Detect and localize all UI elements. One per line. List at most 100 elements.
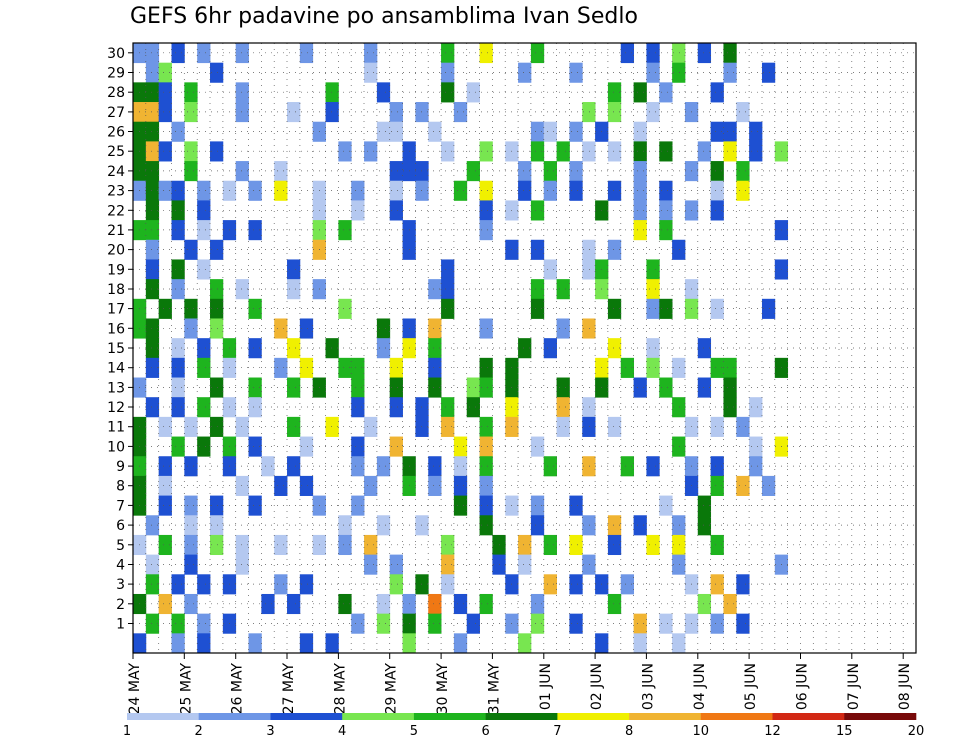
heatmap-cell <box>145 338 160 359</box>
heatmap-cell <box>672 43 686 64</box>
heatmap-cell <box>428 475 442 496</box>
heatmap-cell <box>197 357 211 378</box>
colorbar-swatch <box>700 713 773 720</box>
heatmap-cell <box>158 102 172 123</box>
heatmap-cell <box>697 377 712 398</box>
heatmap-cell <box>210 377 224 398</box>
heatmap-cell <box>158 593 172 615</box>
heatmap-cell <box>376 121 391 142</box>
heatmap-cell <box>287 377 301 398</box>
y-tick-label: 10 <box>107 439 125 455</box>
heatmap-cell <box>607 593 622 615</box>
heatmap-cell <box>556 377 570 398</box>
heatmap-cell <box>145 180 160 201</box>
heatmap-cell <box>582 416 596 437</box>
heatmap-cell <box>672 633 686 654</box>
heatmap-cell <box>659 377 673 398</box>
heatmap-cell <box>582 259 596 280</box>
heatmap-cell <box>736 475 750 496</box>
heatmap-cell <box>582 554 596 575</box>
heatmap-cell <box>287 279 301 300</box>
heatmap-cell <box>145 82 160 103</box>
colorbar-swatch <box>413 713 486 720</box>
heatmap-cell <box>479 495 493 516</box>
y-tick-label: 23 <box>107 184 125 200</box>
heatmap-cell <box>158 416 172 437</box>
heatmap-cell <box>274 161 288 182</box>
x-tick-label: 24 MAY <box>127 663 143 715</box>
heatmap-cell <box>466 377 480 398</box>
heatmap-cell <box>415 416 429 437</box>
heatmap-cell <box>145 200 160 221</box>
colorbar-label: 5 <box>410 724 418 739</box>
heatmap-cell <box>607 416 622 437</box>
heatmap-cell <box>646 357 660 378</box>
heatmap-cell <box>274 180 288 201</box>
heatmap-cell <box>145 259 160 280</box>
heatmap-cell <box>530 613 545 634</box>
colorbar-label: 15 <box>836 724 853 739</box>
heatmap-cell <box>299 43 314 64</box>
heatmap-cell <box>543 338 557 359</box>
heatmap-cell <box>672 554 686 575</box>
heatmap-cell <box>479 318 493 339</box>
heatmap-cell <box>697 593 712 615</box>
heatmap-cell <box>441 279 455 300</box>
heatmap-cell <box>248 298 262 319</box>
heatmap-cell <box>607 515 622 536</box>
heatmap-cell <box>723 397 737 418</box>
heatmap-cell <box>338 515 352 536</box>
colorbar-swatch <box>557 713 630 720</box>
heatmap-cell <box>197 633 211 654</box>
heatmap-cell <box>184 416 198 437</box>
y-tick-label: 30 <box>107 46 125 62</box>
heatmap-cell <box>351 377 365 398</box>
heatmap-cell <box>749 436 763 457</box>
heatmap-cell <box>171 357 185 378</box>
heatmap-cell <box>287 593 301 615</box>
heatmap-cell <box>479 593 493 615</box>
heatmap-cell <box>235 43 249 64</box>
colorbar-label: 7 <box>553 724 561 739</box>
heatmap-cell <box>659 613 673 634</box>
heatmap-cell <box>749 456 763 477</box>
heatmap-cell <box>171 397 185 418</box>
heatmap-cell <box>659 141 673 162</box>
heatmap-cell <box>646 338 660 359</box>
colorbar-swatch <box>629 713 702 720</box>
heatmap-cell <box>582 318 596 339</box>
heatmap-cell <box>415 102 429 123</box>
heatmap-cell <box>633 515 647 536</box>
heatmap-cell <box>338 534 352 556</box>
heatmap-cell <box>723 357 737 378</box>
heatmap-cell <box>145 554 160 575</box>
y-tick-label: 27 <box>107 105 125 121</box>
heatmap-cell <box>235 554 249 575</box>
y-tick-label: 1 <box>116 617 125 633</box>
heatmap-cell <box>646 298 660 319</box>
heatmap-cell <box>749 141 763 162</box>
y-tick-label: 13 <box>107 380 125 396</box>
heatmap-cell <box>287 338 301 359</box>
y-tick-label: 15 <box>107 341 125 357</box>
heatmap-cell <box>453 593 468 615</box>
heatmap-cell <box>389 102 403 123</box>
heatmap-cell <box>646 102 660 123</box>
heatmap-cell <box>145 279 160 300</box>
heatmap-cell <box>325 82 339 103</box>
colorbar-swatch <box>485 713 558 720</box>
heatmap-cell <box>441 298 455 319</box>
heatmap-cell <box>145 397 160 418</box>
heatmap-cell <box>261 593 275 615</box>
y-tick-label: 14 <box>107 361 125 377</box>
y-tick-label: 12 <box>107 400 125 416</box>
heatmap-cell <box>428 377 442 398</box>
heatmap-cell <box>582 456 596 477</box>
heatmap-cell <box>184 239 198 260</box>
heatmap-cell <box>453 475 468 496</box>
heatmap-cell <box>145 102 160 123</box>
heatmap-cell <box>248 220 262 241</box>
colorbar-label: 2 <box>195 724 203 739</box>
heatmap-cell <box>274 357 288 378</box>
heatmap-cell <box>184 515 198 536</box>
